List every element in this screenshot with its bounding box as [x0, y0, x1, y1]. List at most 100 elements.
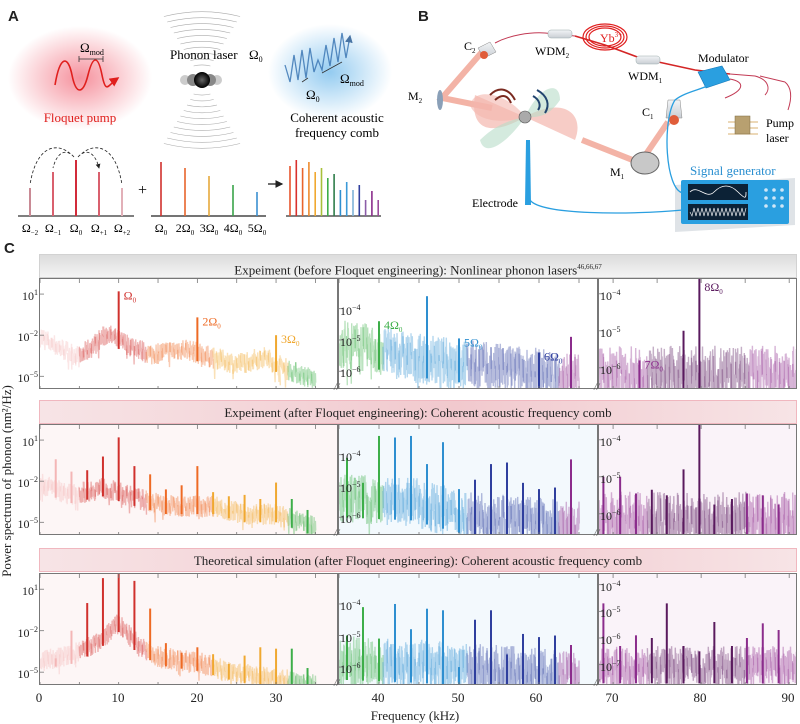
noise-trace — [642, 652, 649, 684]
noise-trace — [110, 619, 116, 637]
noise-trace — [386, 328, 392, 367]
y-tick-label: 10−4 — [340, 302, 361, 318]
noise-trace — [510, 348, 516, 388]
noise-trace — [550, 353, 556, 388]
noise-trace — [530, 353, 536, 388]
noise-trace — [470, 499, 476, 534]
noise-trace — [574, 354, 580, 388]
noise-trace — [450, 647, 456, 684]
noise-trace — [607, 492, 614, 534]
peak-label: 8Ω0 — [704, 280, 723, 296]
axis-break-icon: // — [594, 678, 600, 689]
comb-omega-mod-label: Ωmod — [340, 71, 364, 88]
noise-trace — [263, 667, 270, 684]
noise-trace — [446, 342, 452, 388]
noise-trace — [236, 503, 242, 524]
svg-text:Ω+2: Ω+2 — [114, 221, 131, 237]
y-tick-label: 10−2 — [17, 624, 38, 640]
noise-trace — [40, 652, 45, 671]
noise-trace — [302, 674, 309, 684]
noise-trace — [358, 327, 364, 375]
frequency-comb-icon — [268, 24, 392, 120]
noise-trace — [279, 506, 285, 531]
noise-trace — [761, 345, 768, 388]
noise-trace — [646, 350, 653, 388]
noise-trace — [615, 346, 623, 388]
noise-trace — [161, 343, 167, 361]
noise-trace — [704, 355, 711, 388]
noise-trace — [699, 346, 706, 388]
noise-trace — [562, 651, 568, 684]
noise-trace — [494, 343, 500, 388]
noise-trace — [704, 646, 711, 684]
noise-trace — [94, 330, 100, 359]
noise-trace — [470, 340, 476, 387]
noise-trace — [534, 647, 540, 684]
noise-trace — [422, 336, 428, 385]
noise-trace — [121, 621, 128, 640]
svg-text:Ω+1: Ω+1 — [91, 221, 108, 237]
noise-trace — [629, 346, 636, 388]
x-tick-label: 30 — [269, 690, 283, 705]
noise-trace — [690, 346, 697, 388]
spectrum-plot-row3-3 — [598, 573, 797, 685]
noise-trace — [251, 348, 258, 370]
noise-trace — [161, 648, 167, 669]
noise-trace — [398, 477, 404, 522]
noise-trace — [410, 333, 416, 382]
harmonics-diagram — [151, 162, 266, 217]
noise-trace — [414, 652, 420, 684]
noise-trace — [498, 646, 504, 684]
noise-trace — [302, 367, 309, 387]
noise-trace — [624, 491, 631, 534]
noise-trace — [450, 490, 456, 523]
noise-trace — [642, 356, 649, 388]
noise-trace — [354, 323, 360, 372]
noise-trace — [251, 504, 258, 523]
spectrum-plot-row3-1 — [39, 573, 338, 685]
noise-trace — [362, 323, 368, 367]
noise-trace — [306, 367, 313, 388]
noise-trace — [125, 334, 132, 359]
noise-trace — [208, 349, 215, 369]
noise-trace — [251, 666, 258, 684]
spectrum-plot-row2-3 — [598, 424, 797, 535]
noise-trace — [208, 495, 215, 517]
comb-omega-0-label: Ω0 — [306, 87, 320, 104]
noise-trace — [74, 486, 81, 511]
noise-trace — [224, 352, 230, 373]
svg-text:3Ω0: 3Ω0 — [200, 221, 219, 237]
noise-trace — [438, 486, 444, 534]
panel-a-illustration: Ωmod Floquet pump Phonon laser Ω0 Ω0 Ωmo… — [8, 11, 392, 237]
noise-trace — [721, 492, 728, 534]
noise-trace — [611, 498, 618, 534]
noise-trace — [295, 362, 301, 384]
noise-trace — [502, 494, 508, 534]
noise-trace — [370, 327, 376, 369]
noise-trace — [458, 645, 464, 684]
yb-fiber-coil-icon — [582, 23, 628, 51]
noise-trace — [620, 648, 627, 684]
svg-text:4Ω0: 4Ω0 — [224, 221, 243, 237]
noise-trace — [177, 343, 183, 360]
noise-trace — [783, 353, 790, 388]
noise-trace — [686, 350, 693, 388]
noise-trace — [106, 325, 112, 344]
noise-trace — [137, 340, 144, 360]
noise-trace — [474, 345, 480, 388]
noise-trace — [43, 331, 49, 351]
noise-trace — [121, 486, 128, 506]
noise-trace — [82, 341, 89, 361]
peak-label: 4Ω0 — [384, 318, 403, 334]
comb-label-line2: frequency comb — [295, 125, 379, 140]
noise-trace — [200, 346, 207, 368]
noise-trace — [498, 495, 504, 534]
noise-trace — [232, 500, 238, 521]
noise-trace — [518, 346, 524, 388]
noise-trace — [74, 641, 81, 664]
noise-trace — [446, 494, 452, 531]
y-tick-label: 10−6 — [600, 361, 621, 377]
spectrum-plot-row1-3: 7Ω0 8Ω0 — [598, 278, 797, 389]
noise-trace — [434, 485, 440, 534]
noise-trace — [291, 362, 297, 383]
